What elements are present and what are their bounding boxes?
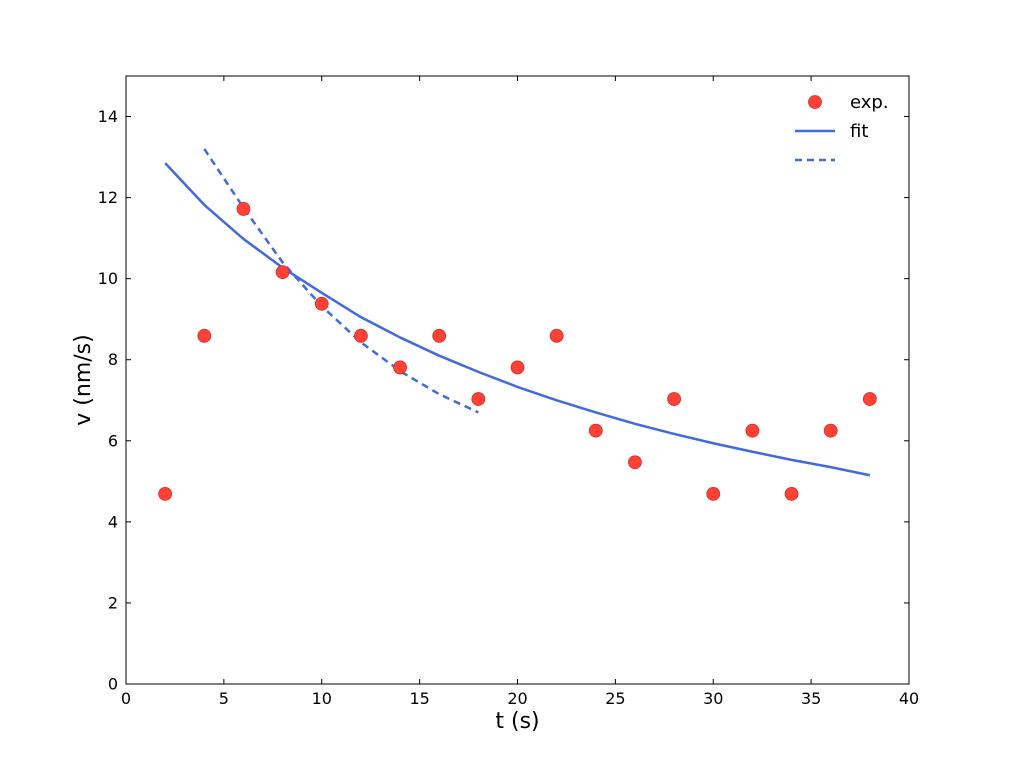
data-point xyxy=(393,360,407,375)
y-tick-label: 14 xyxy=(98,107,118,126)
y-tick-label: 10 xyxy=(98,269,118,288)
data-point xyxy=(588,423,603,438)
data-point xyxy=(158,486,173,501)
x-tick-label: 35 xyxy=(801,689,821,708)
y-axis-label: v (nm/s) xyxy=(71,334,96,425)
data-point xyxy=(510,360,525,375)
data-point xyxy=(628,455,642,470)
x-tick-label: 0 xyxy=(121,689,131,708)
x-tick-label: 30 xyxy=(703,689,723,708)
x-tick-label: 15 xyxy=(409,689,429,708)
data-point xyxy=(353,328,368,343)
x-tick-label: 10 xyxy=(312,689,332,708)
y-tick-label: 2 xyxy=(108,593,118,612)
legend: exp. fit xyxy=(795,92,889,162)
plot-area-frame xyxy=(125,75,910,685)
data-point xyxy=(236,202,251,216)
x-axis-label: t (s) xyxy=(495,709,539,734)
data-point xyxy=(862,392,877,406)
legend-label: exp. xyxy=(850,92,889,113)
y-tick-label: 8 xyxy=(108,350,118,369)
y-tick-label: 6 xyxy=(108,431,118,450)
data-point xyxy=(432,328,447,343)
y-tick-label: 0 xyxy=(108,675,118,694)
data-point xyxy=(197,328,212,343)
data-point xyxy=(314,296,329,311)
legend-label: fit xyxy=(850,121,868,142)
x-tick-label: 40 xyxy=(899,689,919,708)
data-point xyxy=(275,265,290,280)
fit-line xyxy=(164,162,871,477)
data-point xyxy=(706,486,721,501)
x-tick-label: 5 xyxy=(219,689,229,708)
y-tick-label: 12 xyxy=(98,188,118,207)
y-tick-label: 4 xyxy=(108,512,118,531)
data-point xyxy=(549,328,564,343)
data-point xyxy=(745,423,760,438)
legend-marker-exp xyxy=(808,95,822,109)
data-point xyxy=(667,392,681,406)
x-tick-label: 20 xyxy=(507,689,527,708)
x-tick-label: 25 xyxy=(605,689,625,708)
data-point xyxy=(784,486,799,501)
data-point xyxy=(471,392,486,406)
dashed-fit-line xyxy=(203,148,479,414)
data-point xyxy=(823,423,838,438)
